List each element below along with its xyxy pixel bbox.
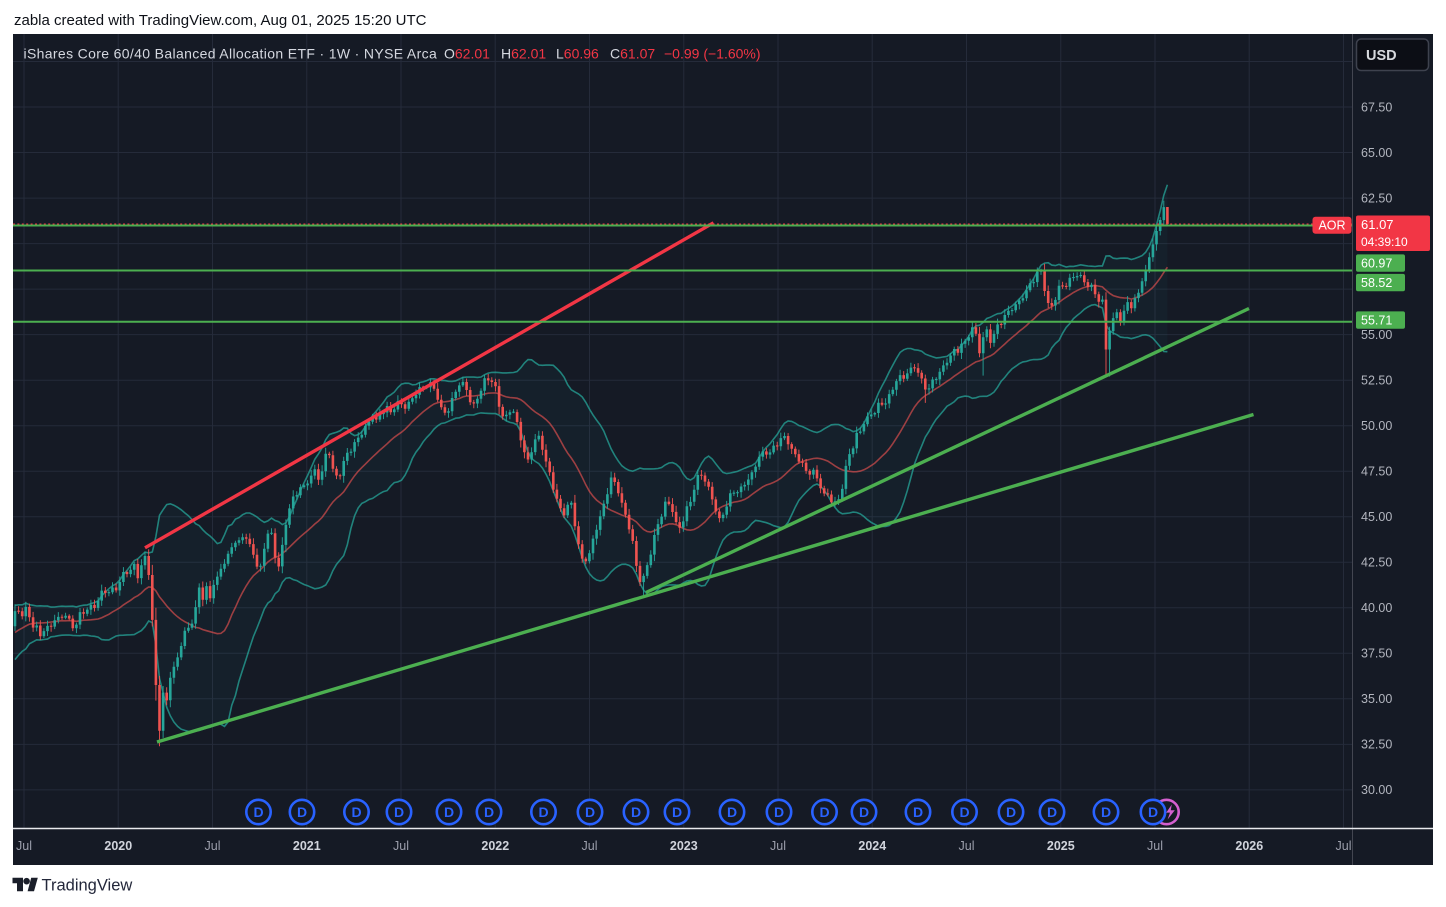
svg-text:−0.99 (−1.60%): −0.99 (−1.60%) [664,46,761,62]
svg-text:D: D [859,804,869,820]
svg-text:Jul: Jul [1336,839,1352,853]
svg-text:C61.07: C61.07 [610,46,655,62]
svg-text:2026: 2026 [1235,839,1263,853]
svg-text:D: D [585,804,595,820]
svg-text:2023: 2023 [670,839,698,853]
svg-text:2020: 2020 [104,839,132,853]
svg-text:Jul: Jul [770,839,786,853]
svg-text:D: D [774,804,784,820]
svg-text:52.50: 52.50 [1361,374,1392,388]
svg-text:Jul: Jul [16,839,32,853]
svg-text:45.00: 45.00 [1361,510,1392,524]
svg-text:Jul: Jul [582,839,598,853]
svg-text:D: D [444,804,454,820]
svg-text:2022: 2022 [481,839,509,853]
svg-text:32.50: 32.50 [1361,738,1392,752]
svg-text:USD: USD [1366,48,1397,64]
svg-text:O62.01: O62.01 [444,46,490,62]
svg-text:D: D [1006,804,1016,820]
svg-text:40.00: 40.00 [1361,601,1392,615]
svg-text:D: D [672,804,682,820]
svg-text:Jul: Jul [393,839,409,853]
svg-text:zabla created with TradingView: zabla created with TradingView.com, Aug … [14,12,427,29]
svg-text:42.50: 42.50 [1361,556,1392,570]
svg-text:Jul: Jul [1147,839,1163,853]
svg-text:TradingView: TradingView [42,877,133,895]
svg-text:55.71: 55.71 [1361,313,1392,327]
svg-text:D: D [297,804,307,820]
svg-text:2025: 2025 [1047,839,1075,853]
svg-text:H62.01: H62.01 [501,46,546,62]
svg-text:D: D [1101,804,1111,820]
svg-text:47.50: 47.50 [1361,465,1392,479]
svg-text:D: D [1047,804,1057,820]
svg-text:50.00: 50.00 [1361,419,1392,433]
svg-text:D: D [1148,804,1158,820]
svg-text:D: D [484,804,494,820]
svg-text:iShares Core 60/40 Balanced Al: iShares Core 60/40 Balanced Allocation E… [24,46,438,62]
svg-text:D: D [727,804,737,820]
svg-text:2024: 2024 [858,839,886,853]
svg-text:62.50: 62.50 [1361,191,1392,205]
svg-text:D: D [394,804,404,820]
svg-text:Jul: Jul [205,839,221,853]
svg-text:D: D [959,804,969,820]
svg-text:67.50: 67.50 [1361,100,1392,114]
svg-text:Jul: Jul [959,839,975,853]
svg-text:D: D [913,804,923,820]
svg-text:58.52: 58.52 [1361,276,1392,290]
svg-text:D: D [253,804,263,820]
svg-text:2021: 2021 [293,839,321,853]
svg-text:37.50: 37.50 [1361,647,1392,661]
svg-text:04:39:10: 04:39:10 [1361,235,1408,249]
svg-text:D: D [631,804,641,820]
svg-text:AOR: AOR [1318,218,1345,232]
svg-text:L60.96: L60.96 [556,46,599,62]
svg-text:60.97: 60.97 [1361,256,1392,270]
svg-text:D: D [819,804,829,820]
svg-text:55.00: 55.00 [1361,328,1392,342]
svg-text:30.00: 30.00 [1361,783,1392,797]
svg-text:35.00: 35.00 [1361,692,1392,706]
svg-text:D: D [351,804,361,820]
svg-text:65.00: 65.00 [1361,146,1392,160]
svg-text:D: D [538,804,548,820]
svg-text:61.07: 61.07 [1361,217,1394,232]
